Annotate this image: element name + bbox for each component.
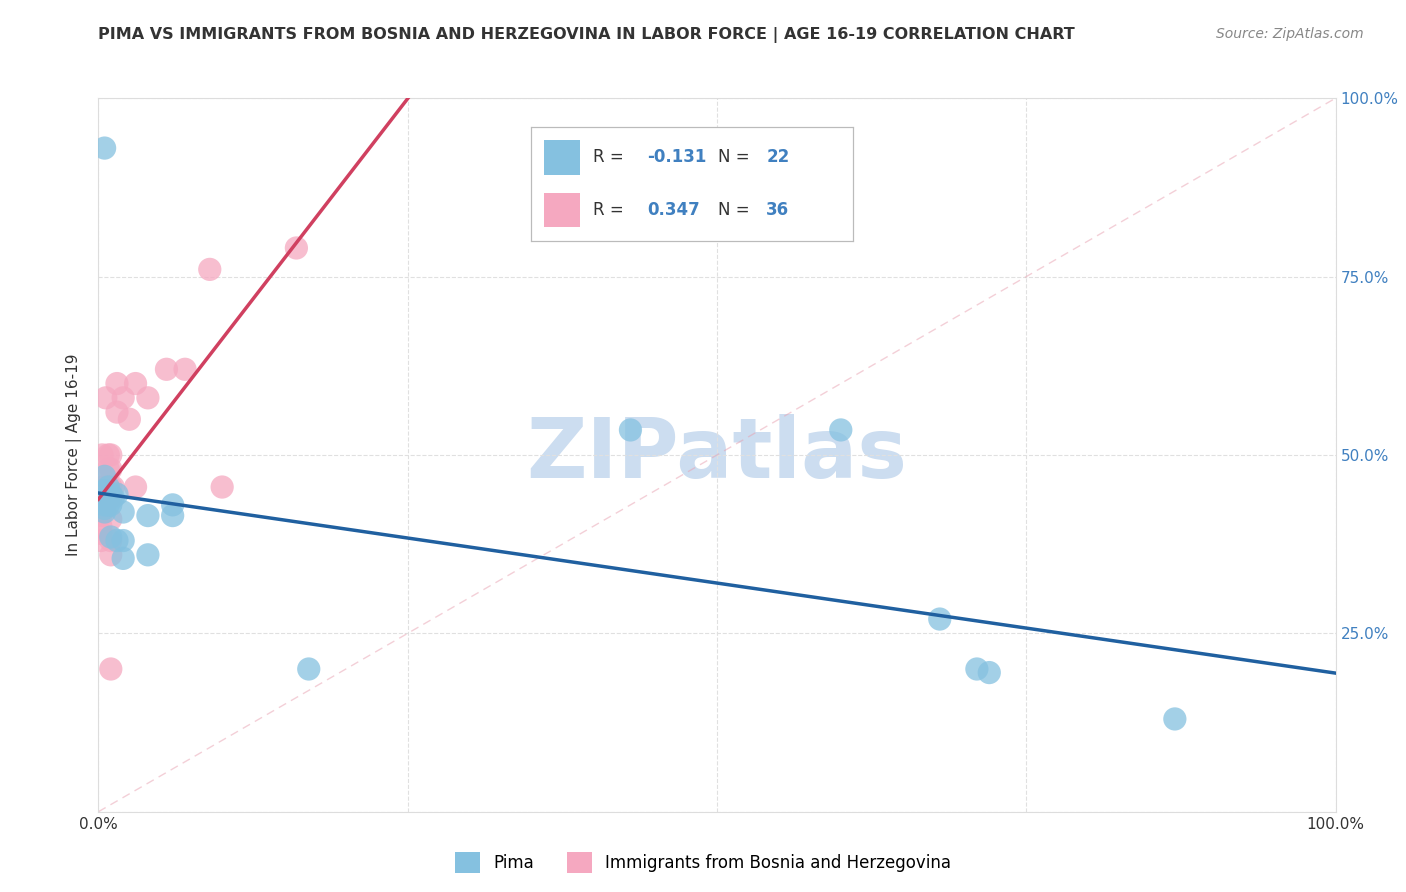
Point	[124, 480, 146, 494]
Point	[162, 498, 184, 512]
Point	[100, 480, 122, 494]
Point	[93, 483, 115, 498]
Text: PIMA VS IMMIGRANTS FROM BOSNIA AND HERZEGOVINA IN LABOR FORCE | AGE 16-19 CORREL: PIMA VS IMMIGRANTS FROM BOSNIA AND HERZE…	[98, 27, 1076, 43]
Point	[100, 533, 122, 548]
Point	[97, 448, 120, 462]
Legend: Pima, Immigrants from Bosnia and Herzegovina: Pima, Immigrants from Bosnia and Herzego…	[449, 846, 957, 880]
Point	[105, 376, 128, 391]
Point	[118, 412, 141, 426]
Point	[112, 533, 135, 548]
Point	[100, 498, 122, 512]
Point	[97, 491, 120, 505]
Point	[97, 462, 120, 476]
Point	[966, 662, 988, 676]
Point	[97, 480, 120, 494]
Point	[93, 141, 115, 155]
Point	[136, 391, 159, 405]
Point	[103, 491, 125, 505]
Point	[90, 519, 112, 533]
Point	[93, 501, 115, 516]
Point	[94, 391, 117, 405]
Point	[830, 423, 852, 437]
Point	[93, 494, 115, 508]
Point	[100, 530, 122, 544]
Text: Source: ZipAtlas.com: Source: ZipAtlas.com	[1216, 27, 1364, 41]
Point	[100, 487, 122, 501]
Point	[928, 612, 950, 626]
Point	[90, 526, 112, 541]
Point	[93, 498, 115, 512]
Point	[100, 491, 122, 505]
Point	[90, 483, 112, 498]
Point	[100, 448, 122, 462]
Point	[155, 362, 177, 376]
Point	[100, 548, 122, 562]
Point	[298, 662, 321, 676]
Point	[90, 480, 112, 494]
Point	[93, 505, 115, 519]
Point	[105, 405, 128, 419]
Point	[100, 662, 122, 676]
Point	[100, 512, 122, 526]
Point	[198, 262, 221, 277]
Point	[112, 551, 135, 566]
Point	[285, 241, 308, 255]
Point	[103, 480, 125, 494]
Point	[105, 533, 128, 548]
Point	[619, 423, 641, 437]
Point	[174, 362, 197, 376]
Point	[100, 491, 122, 505]
Point	[93, 469, 115, 483]
Point	[93, 498, 115, 512]
Point	[112, 391, 135, 405]
Point	[90, 498, 112, 512]
Point	[136, 548, 159, 562]
Point	[1164, 712, 1187, 726]
Point	[93, 483, 115, 498]
Point	[162, 508, 184, 523]
Point	[90, 491, 112, 505]
Point	[124, 376, 146, 391]
Point	[100, 462, 122, 476]
Point	[90, 533, 112, 548]
Point	[211, 480, 233, 494]
Point	[105, 487, 128, 501]
Point	[91, 448, 114, 462]
Point	[979, 665, 1001, 680]
Point	[90, 508, 112, 523]
Point	[112, 505, 135, 519]
Y-axis label: In Labor Force | Age 16-19: In Labor Force | Age 16-19	[66, 353, 83, 557]
Text: ZIPatlas: ZIPatlas	[527, 415, 907, 495]
Point	[93, 480, 115, 494]
Point	[97, 480, 120, 494]
Point	[93, 491, 115, 505]
Point	[136, 508, 159, 523]
Point	[90, 505, 112, 519]
Point	[97, 498, 120, 512]
Point	[93, 491, 115, 505]
